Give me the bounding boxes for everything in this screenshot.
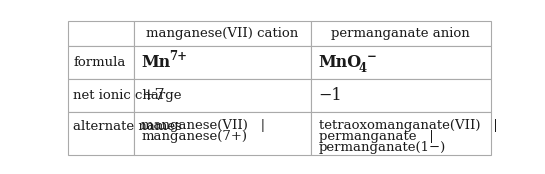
Bar [311, 112, 490, 155]
Text: formula: formula [73, 56, 125, 69]
Bar [134, 79, 311, 112]
Bar [68, 21, 134, 46]
Text: −: − [366, 50, 376, 63]
Bar [311, 21, 490, 46]
Text: +7: +7 [141, 87, 165, 104]
Bar [68, 46, 134, 79]
Bar [68, 79, 134, 112]
Text: manganese(VII) cation: manganese(VII) cation [146, 27, 299, 40]
Text: alternate names: alternate names [73, 120, 182, 133]
Bar [311, 79, 490, 112]
Bar [311, 46, 490, 79]
Text: Mn: Mn [141, 54, 171, 71]
Text: manganese(7+): manganese(7+) [141, 130, 247, 143]
Text: −1: −1 [319, 87, 342, 104]
Text: manganese(VII)   |: manganese(VII) | [141, 119, 265, 132]
Text: tetraoxomanganate(VII)   |: tetraoxomanganate(VII) | [319, 119, 498, 132]
Text: MnO: MnO [319, 54, 362, 71]
Bar [68, 112, 134, 155]
Text: net ionic charge: net ionic charge [73, 89, 181, 102]
Bar [134, 21, 311, 46]
Bar [134, 46, 311, 79]
Text: permanganate anion: permanganate anion [331, 27, 470, 40]
Text: permanganate(1−): permanganate(1−) [319, 141, 446, 155]
Text: 7+: 7+ [169, 50, 187, 63]
Text: permanganate   |: permanganate | [319, 130, 433, 143]
Text: 4: 4 [359, 62, 367, 75]
Bar [134, 112, 311, 155]
